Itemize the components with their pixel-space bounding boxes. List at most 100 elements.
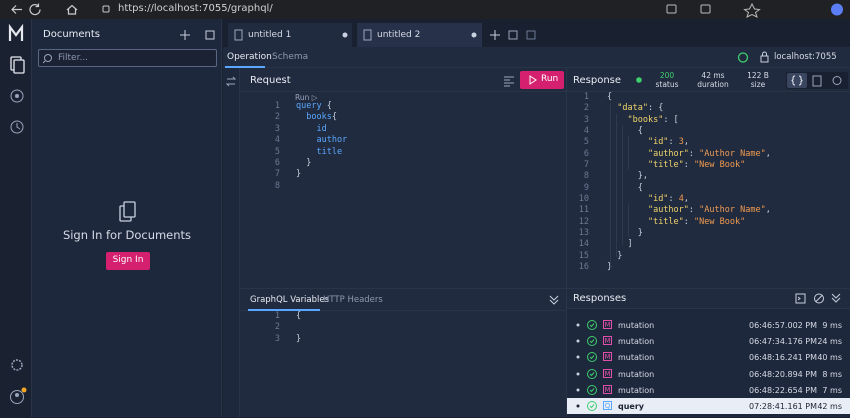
line-number: 7 (274, 169, 280, 180)
variables-tab[interactable]: GraphQL Variables (250, 295, 330, 305)
line-number: 3 (583, 114, 589, 125)
line-number: 5 (274, 146, 280, 157)
response-panel: Response 200 status 42 ms duration 122 B… (567, 68, 850, 288)
code-line: "id": 3, (647, 137, 689, 148)
code-line: { (607, 92, 613, 102)
size-value: 122 B (747, 71, 769, 80)
indent-guide (616, 114, 617, 257)
subtab-indicator (225, 66, 265, 68)
response-header: Response 200 status 42 ms duration 122 B… (567, 68, 850, 92)
tab-active[interactable]: untitled 2 (357, 23, 482, 47)
operation-name: mutation (618, 369, 655, 379)
row-icons (576, 336, 597, 347)
code-line: title (316, 146, 343, 157)
view-icons (791, 75, 842, 87)
sign-in-label: Sign In (112, 255, 144, 265)
tab-label: untitled 2 (377, 30, 421, 40)
headers-tab[interactable]: HTTP Headers (323, 295, 383, 305)
collapse-icon (549, 295, 559, 305)
response-duration: 42 ms (817, 402, 842, 411)
status-label: status (655, 80, 679, 89)
response-time: 06:48:16.241 PM (749, 353, 818, 363)
endpoint[interactable]: localhost:7055 (774, 52, 837, 62)
variables-header: GraphQL Variables HTTP Headers (240, 289, 566, 311)
rail-icons (8, 23, 27, 404)
row-icons (576, 384, 597, 395)
request-panel: Request Run Run ▷ 1 query {2 books{3 id 4 … (240, 68, 567, 288)
operation-badge: M (603, 352, 612, 362)
request-editor[interactable]: 1 query {2 books{3 id 4 author 5 title 6 } 7}… (240, 101, 566, 281)
request-header: Request Run (240, 68, 566, 92)
code-line: "data": { (617, 103, 664, 114)
row-icons (576, 320, 597, 330)
status-dot (636, 77, 642, 83)
duration-value: 42 ms (701, 71, 725, 80)
view-json-active[interactable] (787, 73, 807, 88)
code-line: "books": [ (627, 114, 679, 125)
line-number: 12 (578, 216, 589, 227)
line-number: 1 (583, 92, 589, 102)
documents-panel: Documents Filter... Sign In for Document… (32, 19, 222, 417)
variables-indicator (248, 309, 320, 311)
code-line: "title": "New Book" (647, 216, 746, 227)
code-line: "author": "Author Name", (647, 148, 771, 159)
responses-header: Responses (567, 289, 850, 309)
operation-badge: M (603, 384, 612, 394)
sign-in-button[interactable]: Sign In (106, 252, 150, 270)
sign-in-message: Sign In for Documents (62, 228, 192, 242)
code-line: { (607, 182, 643, 193)
subtab-operation[interactable]: Operation (227, 52, 272, 62)
tab-icon (234, 29, 243, 41)
duration-label: duration (697, 80, 729, 89)
code-line: id (316, 123, 327, 134)
response-duration: 9 ms (822, 321, 842, 330)
documents-icon (119, 201, 136, 222)
size-label: size (750, 80, 766, 89)
documents-title: Documents (43, 29, 101, 40)
tab[interactable]: untitled 1 (228, 23, 352, 47)
line-number: 14 (578, 239, 589, 250)
code-lens[interactable]: Run ▷ (295, 93, 318, 102)
response-title: Response (573, 75, 622, 86)
endpoint-icons (737, 51, 769, 63)
subtab-schema[interactable]: Schema (272, 52, 309, 62)
view-switch[interactable] (786, 72, 848, 89)
response-time: 06:46:57.002 PM (749, 321, 818, 330)
response-duration: 7 ms (822, 385, 842, 395)
code-line: } (296, 169, 302, 180)
code-line: } (607, 227, 643, 238)
indent-guide (610, 103, 611, 268)
filter-input[interactable]: Filter... (38, 49, 217, 67)
row-icons (576, 352, 597, 363)
search-icon (43, 54, 52, 64)
url[interactable]: https://localhost:7055/graphql/ (118, 3, 273, 14)
run-button[interactable]: Run (520, 71, 564, 89)
filter-placeholder: Filter... (58, 53, 89, 63)
code-line: books{ (306, 112, 337, 123)
line-number: 1 (274, 311, 280, 321)
line-number: 1 (274, 101, 280, 111)
line-number: 2 (274, 322, 280, 333)
line-number: 6 (583, 148, 589, 159)
variables-editor[interactable]: 1 {2 3} (240, 311, 566, 411)
code-line: } (296, 333, 302, 344)
tab-dot (342, 32, 348, 38)
code-line: "author": "Author Name", (647, 205, 771, 216)
line-number: 16 (578, 261, 589, 272)
response-duration: 8 ms (822, 369, 842, 379)
operation-name: mutation (618, 385, 655, 395)
line-number: 8 (274, 180, 280, 191)
tab-dot (471, 32, 477, 38)
tab-bar: untitled 1 untitled 2 (223, 19, 850, 47)
code-line: }, (607, 171, 648, 182)
tab-icon (363, 29, 372, 41)
line-number: 11 (578, 205, 589, 216)
